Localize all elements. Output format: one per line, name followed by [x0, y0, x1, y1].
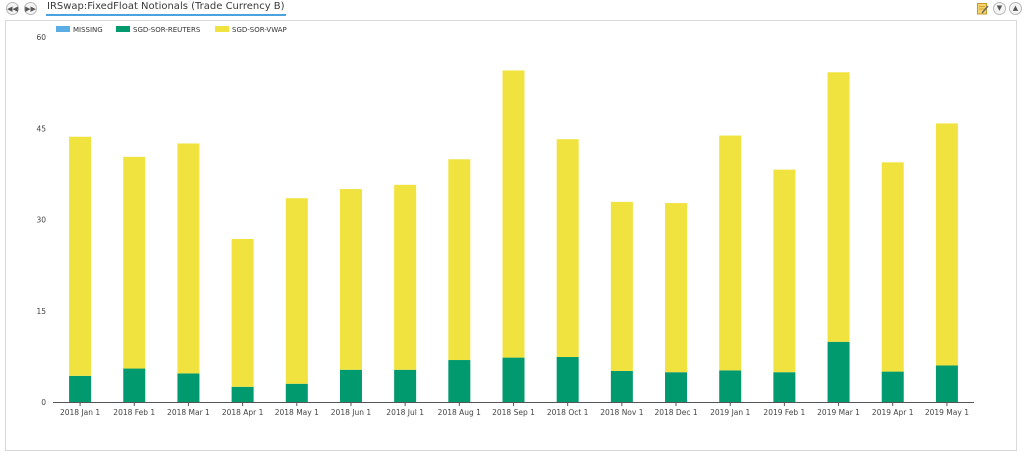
bar-segment — [502, 357, 525, 402]
y-tick-label: 15 — [36, 307, 46, 316]
y-tick-label: 30 — [36, 216, 46, 225]
x-tick-label: 2018 Mar 1 — [167, 408, 210, 417]
legend-label: MISSING — [73, 26, 103, 34]
bar-segment — [123, 156, 146, 369]
bar-segment — [827, 341, 850, 402]
y-tick-label: 45 — [36, 124, 46, 133]
bar-segment — [123, 368, 146, 402]
bar-segment — [719, 135, 742, 371]
bar-segment — [665, 372, 688, 402]
bar-segment — [827, 72, 850, 342]
legend-swatch — [116, 26, 130, 32]
x-tick-label: 2018 Oct 1 — [547, 408, 589, 417]
bar-segment — [339, 369, 362, 402]
legend-label: SGD-SOR-VWAP — [232, 26, 287, 34]
bar-segment — [881, 162, 904, 372]
stacked-bar-chart: MISSING SGD-SOR-REUTERS SGD-SOR-VWAP 0 15 30… — [36, 26, 974, 417]
bar-segment — [394, 369, 417, 402]
bar-segment — [231, 238, 254, 387]
x-axis: 2018 Jan 1 2018 Feb 1 2018 Mar 1 2018 Apr 1… — [53, 402, 974, 417]
x-tick-label: 2019 Mar 1 — [817, 408, 860, 417]
bar-segment — [556, 139, 579, 357]
x-tick-label: 2019 Apr 1 — [872, 408, 914, 417]
bar-segment — [394, 184, 417, 370]
bar-segment — [69, 375, 92, 402]
bar-segment — [339, 189, 362, 370]
x-tick-label: 2018 May 1 — [275, 408, 319, 417]
bar-segment — [502, 70, 525, 358]
title-bar: ◀◀ ▶▶ IRSwap:FixedFloat Notionals (Trade… — [0, 0, 1024, 18]
bar-segment — [69, 136, 92, 376]
x-tick-label: 2018 Dec 1 — [654, 408, 697, 417]
x-tick-label: 2018 Nov 1 — [600, 408, 643, 417]
bar-segment — [285, 383, 308, 402]
x-tick-label: 2019 Jan 1 — [710, 408, 750, 417]
y-tick-label: 0 — [41, 398, 46, 407]
fast-forward-icon[interactable]: ▶▶ — [24, 2, 37, 15]
x-tick-label: 2018 Feb 1 — [113, 408, 155, 417]
bar-segment — [935, 365, 958, 402]
edit-note-icon[interactable] — [976, 2, 989, 15]
bar-segment — [231, 386, 254, 402]
bar-segment — [285, 198, 308, 384]
chart-title-tab[interactable]: IRSwap:FixedFloat Notionals (Trade Curre… — [46, 0, 286, 16]
x-tick-label: 2018 Apr 1 — [222, 408, 264, 417]
y-axis: 0 15 30 45 60 — [36, 33, 46, 407]
bar-segment — [773, 169, 796, 373]
bar-segment — [448, 360, 471, 402]
chart-panel: MISSING SGD-SOR-REUTERS SGD-SOR-VWAP 0 15 30… — [5, 20, 1017, 451]
x-tick-label: 2019 Feb 1 — [763, 408, 805, 417]
bar-segment — [881, 371, 904, 402]
legend-label: SGD-SOR-REUTERS — [133, 26, 201, 34]
x-tick-label: 2018 Jan 1 — [60, 408, 100, 417]
bar-segment — [665, 203, 688, 373]
expand-up-icon[interactable]: ▲ — [1009, 2, 1022, 15]
legend-swatch — [215, 26, 229, 32]
rewind-icon[interactable]: ◀◀ — [6, 2, 19, 15]
legend-swatch — [56, 26, 70, 32]
bar-segment — [773, 372, 796, 402]
x-tick-label: 2018 Aug 1 — [438, 408, 481, 417]
chart-legend: MISSING SGD-SOR-REUTERS SGD-SOR-VWAP — [56, 26, 287, 34]
x-tick-label: 2018 Jul 1 — [386, 408, 424, 417]
collapse-down-icon[interactable]: ▼ — [993, 2, 1006, 15]
bar-segment — [610, 201, 633, 371]
x-tick-label: 2018 Sep 1 — [492, 408, 535, 417]
bar-segment — [177, 143, 200, 374]
bar-segment — [610, 370, 633, 402]
bar-segment — [719, 370, 742, 402]
x-tick-label: 2018 Jun 1 — [331, 408, 372, 417]
bar-segment — [556, 356, 579, 402]
x-tick-label: 2019 May 1 — [925, 408, 969, 417]
bar-segment — [177, 373, 200, 402]
bar-segment — [448, 159, 471, 361]
bar-segment — [935, 123, 958, 366]
bar-series — [69, 70, 958, 402]
y-tick-label: 60 — [36, 33, 46, 42]
